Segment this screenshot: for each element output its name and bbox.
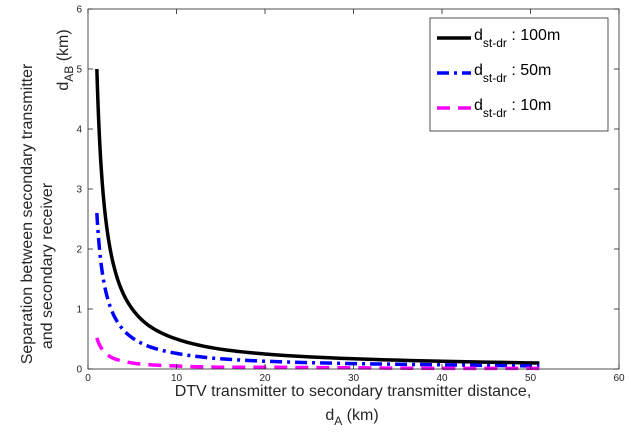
- y-axis-label-line2: and secondary receiver: [39, 182, 56, 349]
- series-line-0: [95, 68, 540, 365]
- series-layer: [95, 68, 540, 371]
- x-axis-ticks: 0 10 20 30 40 50 60: [85, 9, 625, 384]
- y-tick-label: 0: [76, 365, 82, 376]
- x-tick-label: 10: [171, 373, 183, 384]
- series-line-1: [95, 212, 540, 368]
- series-line-2: [95, 337, 540, 371]
- y-tick-label: 6: [76, 5, 82, 16]
- x-axis-label-line2: dA (km): [325, 407, 378, 428]
- x-tick-label: 20: [259, 373, 271, 384]
- y-axis-label-line3: dAB (km): [55, 29, 76, 90]
- y-axis-label-line1: Separation between secondary transmitter: [19, 63, 36, 364]
- x-tick-label: 50: [525, 373, 537, 384]
- x-axis-label-line1: DTV transmitter to secondary transmitter…: [175, 383, 532, 400]
- legend: dst-dr : 100m dst-dr : 50m dst-dr : 10m: [429, 17, 609, 132]
- y-axis-ticks: 0 1 2 3 4 5 6: [76, 5, 619, 376]
- x-tick-label: 0: [85, 373, 91, 384]
- y-tick-label: 5: [76, 65, 82, 76]
- legend-entries: dst-dr : 100m dst-dr : 50m dst-dr : 10m: [437, 27, 560, 120]
- legend-label-1: dst-dr : 50m: [474, 62, 551, 85]
- y-tick-label: 3: [76, 185, 82, 196]
- legend-label-0: dst-dr : 100m: [474, 27, 560, 50]
- y-tick-label: 1: [76, 305, 82, 316]
- y-tick-label: 2: [76, 245, 82, 256]
- x-tick-label: 40: [436, 373, 448, 384]
- y-tick-label: 4: [76, 125, 82, 136]
- x-tick-label: 60: [613, 373, 625, 384]
- x-tick-label: 30: [348, 373, 360, 384]
- legend-label-2: dst-dr : 10m: [474, 97, 551, 120]
